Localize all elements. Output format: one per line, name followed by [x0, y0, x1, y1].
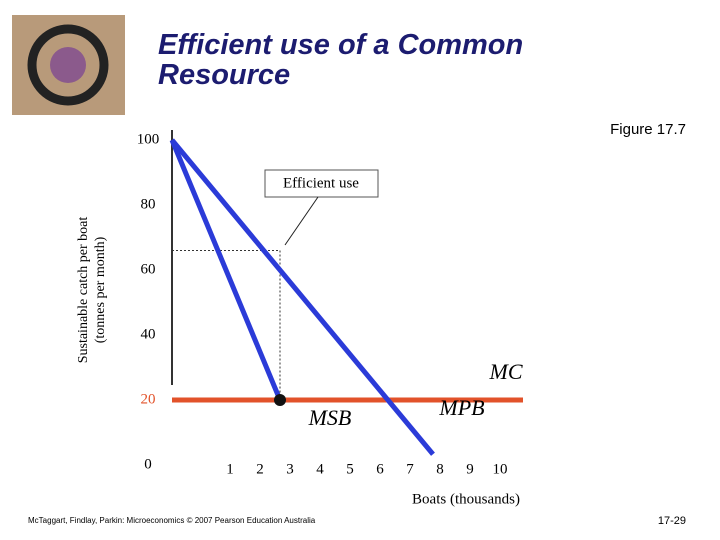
- y-axis-label: Sustainable catch per boat (tonnes per mo…: [76, 217, 108, 364]
- annotation-box: [264, 169, 379, 198]
- x-tick-label: 10: [493, 461, 508, 477]
- point: [274, 394, 286, 406]
- logo: [12, 15, 125, 115]
- x-tick-label: 5: [346, 461, 354, 477]
- series-label: MSB: [308, 405, 352, 430]
- annotation: Efficient use: [283, 175, 359, 191]
- x-tick-label: 1: [226, 461, 234, 477]
- figure-label: Figure 17.7: [610, 121, 686, 138]
- title-part: Resource: [158, 59, 290, 91]
- line: [170, 138, 435, 456]
- page-number: 17-29: [658, 515, 686, 527]
- plot: 0 20 40 60 80 100 1 2 3 4 5 6 7 8 9 10 Sustainable catch…: [76, 130, 523, 507]
- y-tick-label: 80: [141, 196, 156, 212]
- y-tick-label: 0: [144, 456, 152, 472]
- x-tick-label: 6: [376, 461, 384, 477]
- y-axis-label-line: (tonnes per month): [93, 236, 108, 343]
- x-tick-label: 9: [466, 461, 474, 477]
- x-tick-label: 8: [436, 461, 444, 477]
- y-tick-label: 40: [141, 326, 156, 342]
- y-tick-label: 100: [137, 131, 160, 147]
- series-label: MPB: [438, 395, 484, 420]
- x-tick-label: 4: [316, 461, 324, 477]
- source: McTaggart, Findlay, Parkin: Microeconomi…: [28, 516, 316, 525]
- x-tick-label: 7: [406, 461, 414, 477]
- y-axis-label-line: Sustainable catch per boat: [76, 217, 91, 364]
- y-tick-label: 60: [141, 261, 156, 277]
- annotation-pointer: [284, 196, 319, 246]
- x-axis-label: Boats (thousands): [412, 491, 520, 507]
- x-tick-label: 2: [256, 461, 264, 477]
- y-tick-label: 20: [141, 391, 156, 407]
- x-tick-label: 3: [286, 461, 294, 477]
- series-label: MC: [489, 359, 523, 384]
- title-part: Efficient use of a Common: [158, 29, 523, 61]
- line: [169, 139, 283, 401]
- title-line: Efficient use of a Common Resource: [158, 29, 523, 91]
